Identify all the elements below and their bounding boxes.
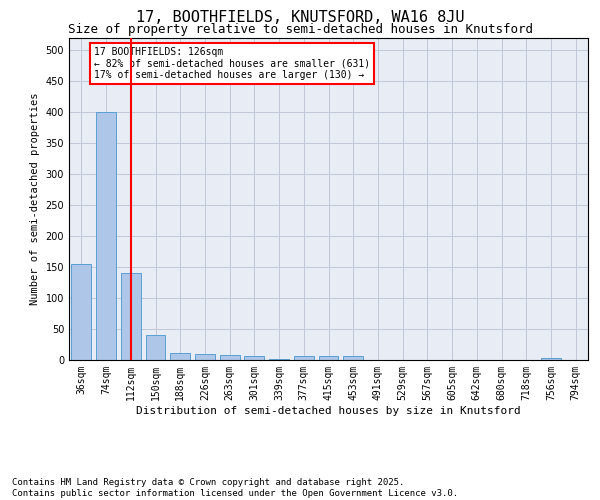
Bar xyxy=(244,356,264,360)
Bar xyxy=(343,356,363,360)
Bar xyxy=(541,358,561,360)
Text: 17, BOOTHFIELDS, KNUTSFORD, WA16 8JU: 17, BOOTHFIELDS, KNUTSFORD, WA16 8JU xyxy=(136,10,464,25)
Bar xyxy=(319,356,338,360)
Bar xyxy=(121,273,140,360)
Text: Size of property relative to semi-detached houses in Knutsford: Size of property relative to semi-detach… xyxy=(67,22,533,36)
Bar xyxy=(195,354,215,360)
Y-axis label: Number of semi-detached properties: Number of semi-detached properties xyxy=(30,92,40,305)
X-axis label: Distribution of semi-detached houses by size in Knutsford: Distribution of semi-detached houses by … xyxy=(136,406,521,415)
Bar xyxy=(96,112,116,360)
Text: 17 BOOTHFIELDS: 126sqm
← 82% of semi-detached houses are smaller (631)
17% of se: 17 BOOTHFIELDS: 126sqm ← 82% of semi-det… xyxy=(94,47,370,80)
Bar xyxy=(220,355,239,360)
Bar xyxy=(170,352,190,360)
Bar xyxy=(71,264,91,360)
Bar xyxy=(294,356,314,360)
Bar xyxy=(146,335,166,360)
Text: Contains HM Land Registry data © Crown copyright and database right 2025.
Contai: Contains HM Land Registry data © Crown c… xyxy=(12,478,458,498)
